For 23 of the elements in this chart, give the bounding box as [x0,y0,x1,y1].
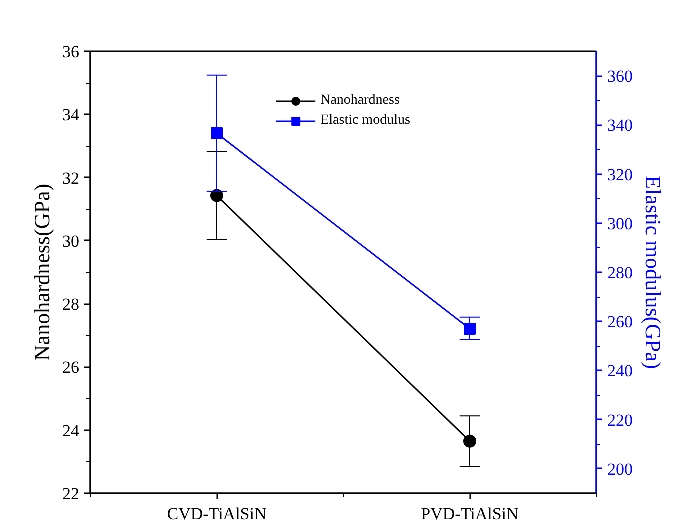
y2-tick-label: 220 [608,410,633,430]
y2-tick-label: 260 [608,312,633,332]
y-tick-label: 32 [62,168,80,188]
y-tick-label: 36 [62,42,80,62]
y-axis-title: Nanohardness(GPa) [30,184,54,362]
y-tick-label: 26 [62,358,80,378]
x-tick-label: PVD-TiAlSiN [421,504,519,524]
y2-tick-label: 240 [608,362,633,381]
y-tick-label: 22 [62,484,80,504]
y2-tick-label: 320 [608,165,633,184]
y-tick-label: 30 [62,232,80,251]
legend-label: Elastic modulus [320,113,410,129]
y2-axis-title: Elastic modulus(GPa) [641,176,666,370]
y-tick-label: 28 [62,295,80,314]
y2-tick-label: 200 [608,460,633,479]
y2-tick-label: 360 [608,67,633,86]
y-tick-label: 24 [62,421,80,440]
y-tick-label: 34 [62,106,80,125]
y2-tick-label: 300 [608,214,633,234]
x-tick-label: CVD-TiAlSiN [167,504,267,524]
y2-tick-label: 340 [608,116,633,136]
y2-tick-label: 280 [608,264,633,282]
legend-label: Nanohardness [320,93,400,109]
